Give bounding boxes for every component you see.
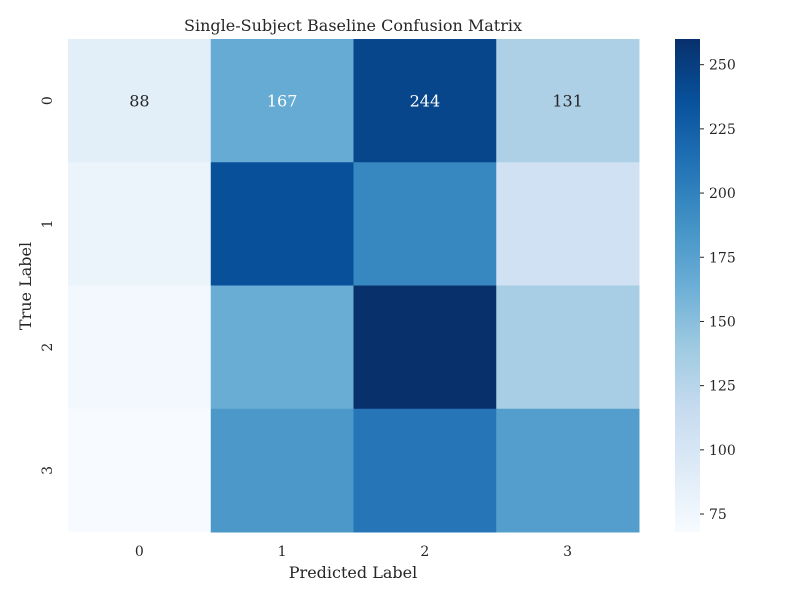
heatmap-cell-r0-c1 [210,39,354,163]
colorbar-tick-label: 250 [709,58,736,74]
heatmap-cell-r2-c0 [68,285,212,410]
colorbar-tick-label: 125 [709,379,736,395]
colorbar-tick-label: 75 [709,507,727,523]
x-tick-label: 1 [278,544,287,560]
colorbar-tick-label: 200 [709,186,736,202]
heatmap-cell-r1-c1 [210,162,354,286]
heatmap-cell-r0-c0 [68,39,212,163]
heatmap-cells [68,39,640,533]
heatmap-cell-r2-c1 [210,285,354,410]
y-tick-label: 3 [40,466,56,475]
cell-value-label: 88 [129,92,149,111]
heatmap-cell-r3-c2 [353,408,497,533]
heatmap-cell-r3-c3 [496,408,640,533]
heatmap-cell-r1-c3 [496,162,640,286]
heatmap-cell-r0-c2 [353,39,497,163]
y-axis-ticks: 0 1 2 3 [40,96,56,475]
y-tick-label: 2 [40,343,56,352]
heatmap-cell-r0-c3 [496,39,640,163]
x-tick-label: 0 [135,544,144,560]
heatmap-cell-r2-c3 [496,285,640,410]
heatmap-cell-r3-c0 [68,408,212,533]
chart-title: Single-Subject Baseline Confusion Matrix [184,16,522,35]
colorbar [675,39,700,532]
cell-value-label: 131 [552,92,583,111]
cell-value-label: 244 [410,92,441,111]
x-tick-label: 3 [563,544,572,560]
colorbar-tick-label: 225 [709,122,736,138]
heatmap-cell-r1-c2 [353,162,497,286]
heatmap-cell-r1-c0 [68,162,212,286]
x-axis-ticks: 0 1 2 3 [135,544,572,560]
colorbar-ticks: 75 100 125 150 175 200 225 250 [700,58,736,523]
y-axis-label: True Label [16,242,35,330]
heatmap-cell-labels: 88 167 244 131 [129,92,583,111]
cell-value-label: 167 [267,92,298,111]
x-axis-label: Predicted Label [289,563,417,582]
heatmap-cell-r3-c1 [210,408,354,533]
colorbar-tick-label: 175 [709,250,736,266]
x-tick-label: 2 [420,544,429,560]
colorbar-tick-label: 150 [709,314,736,330]
heatmap-cell-r2-c2 [353,285,497,410]
colorbar-tick-label: 100 [709,443,736,459]
y-tick-label: 0 [40,96,56,105]
y-tick-label: 1 [40,219,56,228]
